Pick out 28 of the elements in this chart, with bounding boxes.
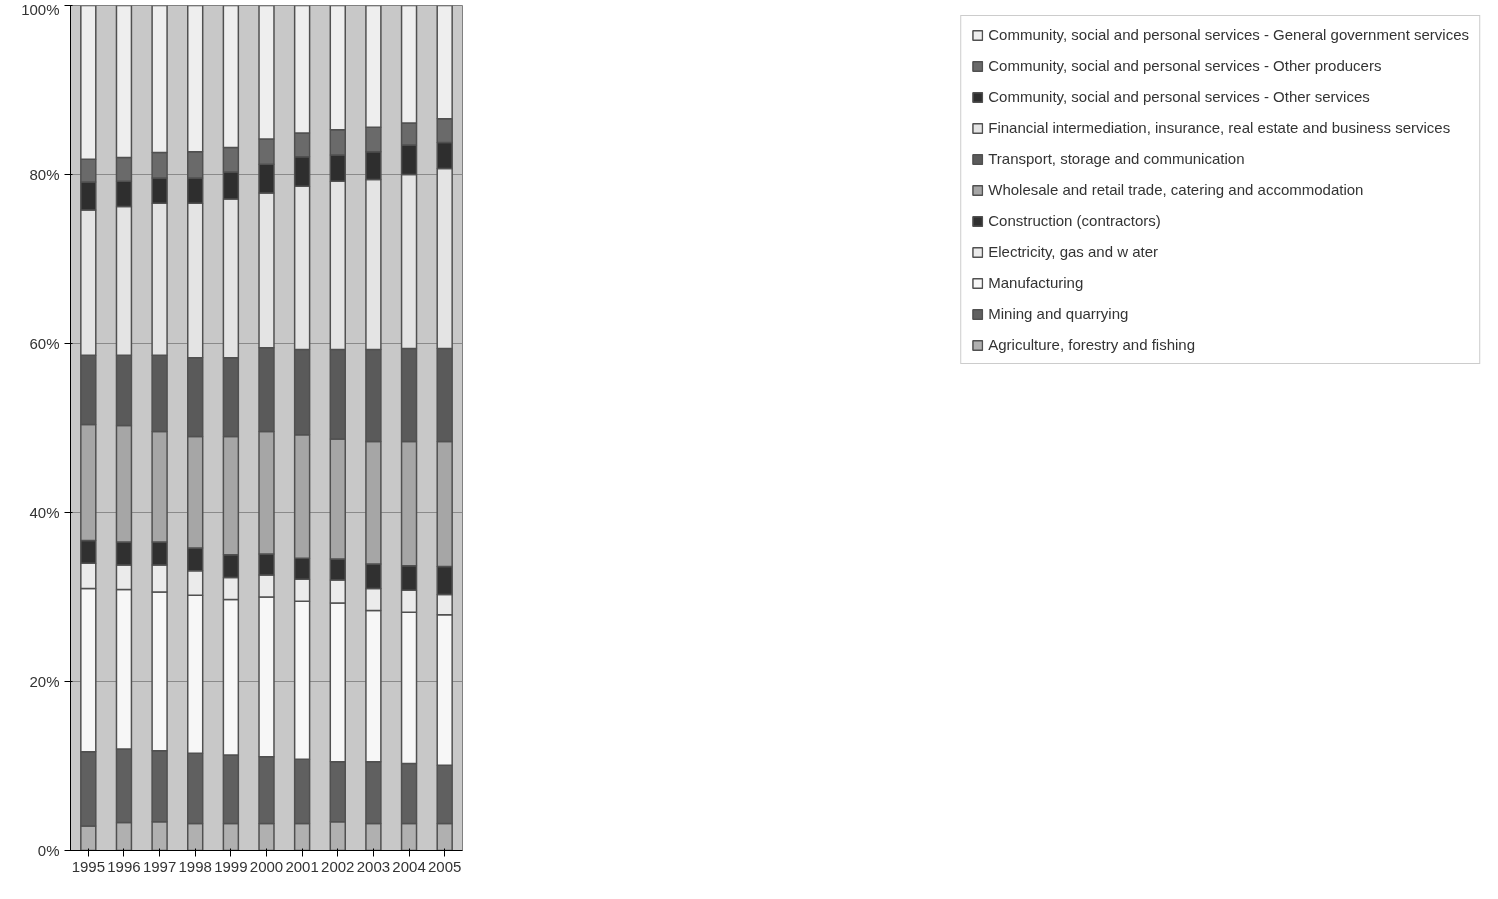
x-tick-label: 1996 bbox=[107, 857, 141, 875]
legend-label: Construction (contractors) bbox=[988, 212, 1161, 229]
y-tick-label: 0% bbox=[37, 842, 60, 859]
legend-label: Electricity, gas and w ater bbox=[988, 243, 1159, 260]
x-tick-label: 2001 bbox=[285, 857, 319, 875]
legend-label: Mining and quarrying bbox=[988, 305, 1129, 322]
x-tick-label: 2005 bbox=[428, 857, 462, 875]
legend-label: Community, social and personal services - General government services bbox=[988, 26, 1469, 43]
x-tick-label: 1999 bbox=[214, 857, 248, 875]
legend-label: Transport, storage and communication bbox=[988, 150, 1245, 167]
x-tick-label: 2003 bbox=[356, 857, 391, 875]
legend-label: Agriculture, forestry and fishing bbox=[988, 336, 1195, 353]
x-tick-label: 1998 bbox=[178, 857, 212, 875]
y-tick-label: 40% bbox=[29, 504, 60, 521]
x-tick-label: 1995 bbox=[71, 857, 106, 875]
x-tick-label: 2002 bbox=[321, 857, 355, 875]
x-tick-label: 2004 bbox=[392, 857, 426, 875]
x-tick-label: 1997 bbox=[142, 857, 177, 875]
legend-label: Community, social and personal services - Other producers bbox=[988, 57, 1382, 74]
y-tick-label: 60% bbox=[29, 335, 60, 352]
y-tick-label: 100% bbox=[21, 0, 60, 18]
x-tick-label: 2000 bbox=[249, 857, 284, 875]
y-tick-label: 20% bbox=[29, 673, 60, 690]
legend-label: Manufacturing bbox=[988, 274, 1084, 291]
legend-label: Wholesale and retail trade, catering and accommodation bbox=[988, 181, 1364, 198]
legend-label: Financial intermediation, insurance, real estate and business services bbox=[988, 119, 1451, 136]
y-tick-label: 80% bbox=[29, 166, 60, 183]
legend-label: Community, social and personal services - Other services bbox=[988, 88, 1370, 105]
